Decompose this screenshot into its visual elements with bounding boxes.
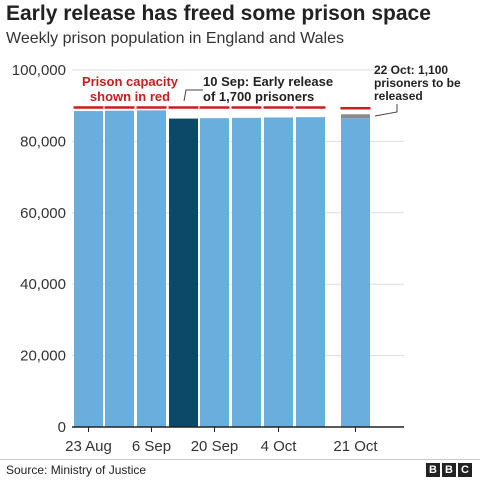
y-tick-label: 40,000 [20, 276, 66, 293]
projected-release-annotation: prisoners to be [374, 76, 461, 90]
projected-release-annotation: released [374, 89, 423, 103]
population-bar [341, 118, 370, 427]
population-bar [74, 111, 103, 428]
bbc-logo-letter: B [442, 463, 456, 477]
y-tick-label: 80,000 [20, 133, 66, 150]
population-bar [264, 117, 293, 427]
chart-title: Early release has freed some prison spac… [6, 2, 431, 25]
chart-subtitle: Weekly prison population in England and … [6, 30, 344, 47]
bar-chart: 0 20,000 40,000 60,000 80,000 100,000 23 Aug 6 … [12, 62, 461, 455]
population-bar [200, 118, 229, 427]
capacity-annotation: shown in red [90, 89, 170, 104]
population-bar [105, 110, 134, 427]
annotation-leader-line [183, 89, 203, 102]
projected-release-segment [341, 114, 370, 119]
y-tick-label: 20,000 [20, 348, 66, 365]
early-release-annotation: 10 Sep: Early release [203, 74, 333, 89]
x-tick-label: 6 Sep [132, 438, 171, 455]
y-tick-label: 100,000 [12, 62, 66, 79]
projected-release-annotation: 22 Oct: 1,100 [374, 63, 448, 77]
population-bar [296, 117, 325, 428]
capacity-annotation: Prison capacity [82, 74, 179, 89]
footer-divider [0, 459, 480, 460]
x-tick-label: 23 Aug [65, 438, 112, 455]
population-bar [232, 117, 261, 427]
population-bar [169, 118, 198, 427]
early-release-annotation: of 1,700 prisoners [203, 89, 314, 104]
bbc-logo-letter: B [426, 463, 440, 477]
x-tick-label: 21 Oct [333, 438, 378, 455]
bbc-logo: B B C [426, 463, 472, 477]
annotation-leader-line [374, 104, 398, 117]
x-tick-label: 4 Oct [261, 438, 298, 455]
y-tick-label: 0 [58, 419, 66, 436]
source-note: Source: Ministry of Justice [6, 463, 147, 477]
x-tick-label: 20 Sep [191, 438, 239, 455]
bbc-logo-letter: C [458, 463, 472, 477]
y-tick-label: 60,000 [20, 205, 66, 222]
population-bar [137, 110, 166, 427]
